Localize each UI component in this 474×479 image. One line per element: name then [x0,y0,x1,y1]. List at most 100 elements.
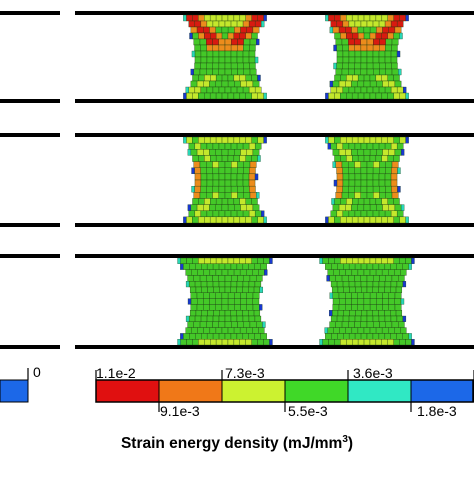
edge-cell [269,339,273,346]
mesh-cell [342,62,349,70]
edge-cell [256,192,260,199]
mesh-cell [243,192,251,199]
mesh-cell [345,204,352,211]
mesh-cell [369,216,377,224]
edge-cell [400,204,405,211]
mesh-cell [204,216,211,224]
mesh-cell [372,20,380,28]
mesh-cell [334,14,341,22]
mesh-cell [375,155,382,162]
mesh-cell [252,298,260,305]
mesh-cell [230,167,238,175]
mesh-cell [381,136,388,144]
mesh-cell [346,14,353,22]
mesh-cell [332,80,340,88]
mesh-cell [243,275,251,282]
mesh-cell [188,281,196,288]
mesh-cell [381,269,389,276]
mesh-cell [224,275,232,282]
mesh-cell [246,298,253,305]
mesh-cell [360,38,368,46]
mesh-cell [252,149,260,156]
mesh-cell [387,92,394,100]
mesh-cell [354,86,362,94]
mesh-cell [212,321,219,328]
mesh-cell [230,179,238,187]
mesh-cell [248,86,256,94]
mesh-cell [212,167,220,175]
mesh-cell [348,38,355,46]
mesh-cell [351,149,358,156]
mesh-cell [396,210,404,218]
edge-cell [183,136,187,144]
mesh-cell [372,286,379,293]
mesh-cell [369,14,377,22]
mesh-cell [231,68,238,76]
mesh-cell [357,74,365,82]
mesh-cell [354,20,362,28]
mesh-cell [242,86,250,94]
mesh-cell [258,269,265,276]
mesh-cell [338,80,346,88]
mesh-cell [253,310,261,317]
edge-cell [185,281,190,288]
mesh-cell [360,281,368,288]
mesh-cell [360,62,368,70]
mesh-cell [243,62,250,70]
edge-cell [180,333,184,340]
mesh-cell [260,333,267,340]
mesh-cell [391,161,399,168]
mesh-cell [330,210,338,218]
edge-cell [185,86,189,94]
mesh-cell [224,192,232,199]
mesh-cell [346,155,353,162]
mesh-cell [355,286,362,293]
mesh-cell [340,257,347,264]
mesh-cell [357,216,365,224]
mesh-cell [242,173,250,181]
mesh-cell [332,204,340,211]
mesh-cell [206,62,213,70]
mesh-cell [192,92,199,100]
mesh-cell [246,204,254,211]
mesh-cell [325,263,332,270]
mesh-cell [328,136,335,144]
edge-cell [257,74,261,82]
mesh-cell [209,304,216,311]
mesh-cell [242,142,250,150]
mesh-cell [336,179,344,187]
mesh-cell [363,292,371,299]
mesh-cell [200,20,208,28]
mesh-cell [215,149,223,156]
mesh-cell [194,142,202,150]
mesh-cell [206,56,214,64]
mesh-cell [393,216,400,224]
mesh-cell [194,50,202,58]
mesh-cell [360,321,368,328]
mesh-cell [249,62,256,70]
mesh-cell [204,92,211,100]
row-2-bottom-plate-left [0,223,60,227]
mesh-cell [206,68,213,76]
mesh-cell [327,269,334,276]
mesh-cell [396,263,403,270]
mesh-cell [221,74,229,82]
mesh-cell [328,216,335,224]
mesh-cell [345,26,352,34]
colorbar-segment-5 [347,379,412,403]
mesh-cell [372,315,380,322]
mesh-cell [385,161,393,168]
mesh-cell [199,192,207,199]
edge-cell [263,216,267,224]
mesh-cell [213,310,220,317]
mesh-cell [396,20,404,28]
mesh-cell [336,62,343,70]
mesh-cell [335,38,343,46]
mesh-cell [388,269,395,276]
mesh-cell [251,32,258,40]
mesh-cell [366,44,374,52]
mesh-cell [354,173,362,181]
mesh-cell [218,68,226,76]
mesh-cell [200,56,208,64]
mesh-cell [357,292,365,299]
